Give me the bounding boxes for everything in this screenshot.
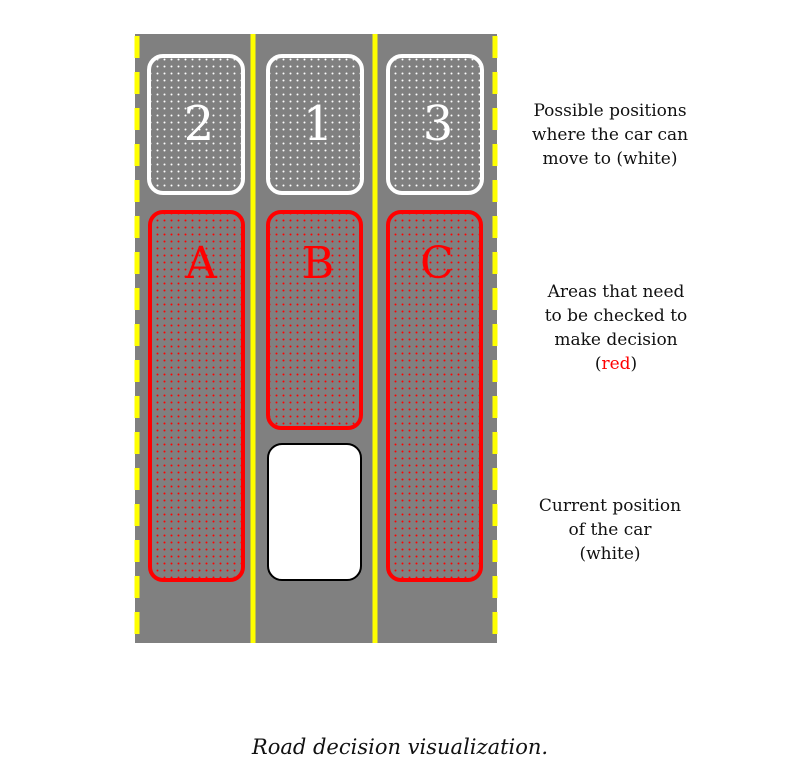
check-area-c: C	[386, 210, 483, 582]
possible-position-2: 2	[147, 54, 245, 195]
area-label: C	[420, 238, 454, 289]
possible-position-1: 1	[266, 54, 364, 195]
note-line: move to (white)	[542, 149, 678, 169]
note-line: Possible positions	[533, 101, 687, 121]
figure-caption: Road decision visualization.	[251, 735, 549, 759]
paren-open: (	[594, 354, 602, 374]
area-label: B	[302, 238, 334, 289]
note-line: Areas that need	[547, 282, 685, 302]
note-line: where the car can	[531, 125, 689, 145]
position-label: 2	[184, 96, 215, 152]
possible-positions-note: Possible positions where the car can mov…	[510, 99, 710, 171]
position-label: 1	[303, 96, 334, 152]
possible-position-3: 3	[386, 54, 484, 195]
check-area-a: A	[148, 210, 245, 582]
note-line: to be checked to	[544, 306, 688, 326]
area-label: A	[184, 238, 218, 289]
note-line: Current position	[538, 496, 682, 516]
note-line: (white)	[579, 544, 641, 564]
current-car	[267, 443, 362, 581]
position-label: 3	[423, 96, 454, 152]
paren-close: )	[630, 354, 638, 374]
check-areas-note: Areas that need to be checked to make de…	[516, 280, 716, 376]
current-position-note: Current position of the car (white)	[510, 494, 710, 566]
note-line: (red)	[516, 352, 716, 376]
note-line: of the car	[568, 520, 652, 540]
red-word: red	[601, 354, 631, 374]
check-area-b: B	[266, 210, 363, 430]
note-line: make decision	[554, 330, 678, 350]
